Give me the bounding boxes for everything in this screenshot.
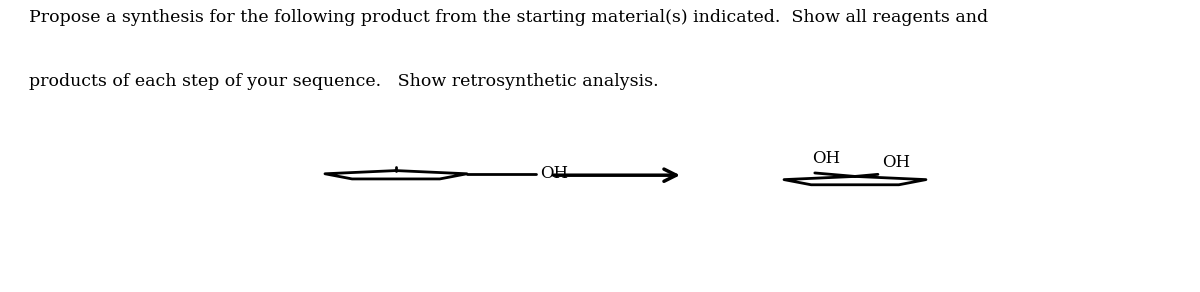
Text: OH: OH (812, 150, 841, 167)
Text: Propose a synthesis for the following product from the starting material(s) indi: Propose a synthesis for the following pr… (29, 9, 988, 26)
Text: OH: OH (540, 165, 569, 182)
Text: products of each step of your sequence.   Show retrosynthetic analysis.: products of each step of your sequence. … (29, 73, 659, 90)
Text: OH: OH (882, 154, 911, 171)
